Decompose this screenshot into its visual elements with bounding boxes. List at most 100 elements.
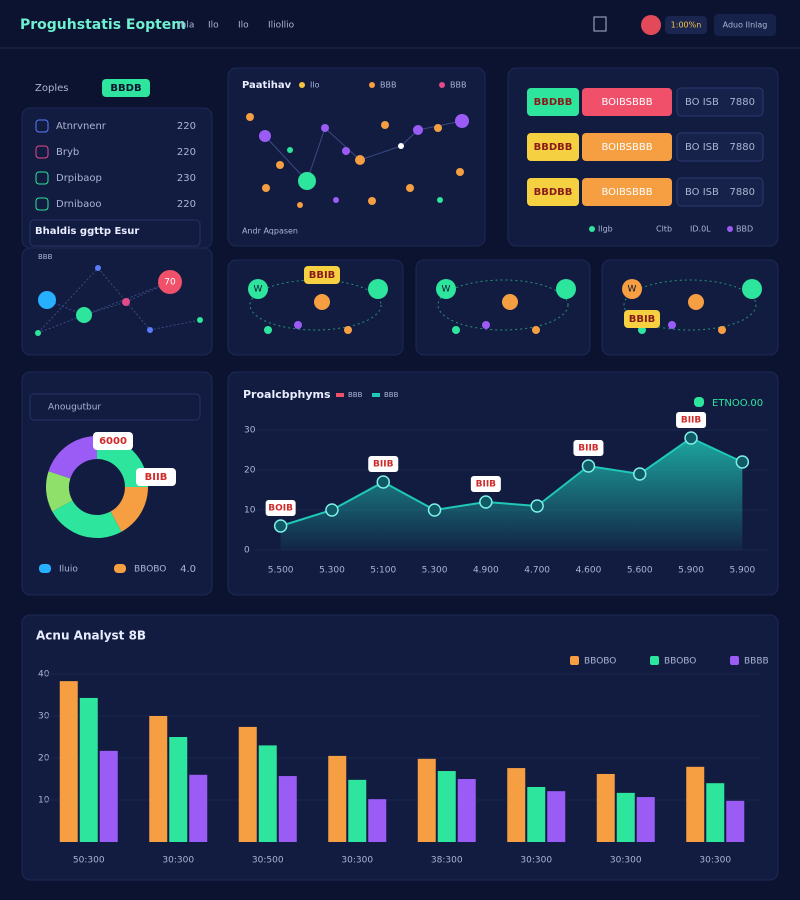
donut-slice [46,471,73,512]
summary-swatch [694,397,704,407]
x-tick-label: 5.300 [319,566,345,576]
y-tick-label: 10 [244,506,256,516]
value-text: 7880 [730,97,755,108]
node [333,197,339,203]
avatar[interactable] [641,15,661,35]
app-title: Proguhstatis Eoptem [20,17,186,33]
callout-text: BIIB [578,444,599,454]
bar [258,745,277,842]
bar [99,750,118,842]
donut-slice [48,436,97,479]
x-tick-label: 5.500 [268,566,294,576]
amount-badge [582,88,672,116]
node [38,291,56,309]
bar [59,681,78,842]
node [381,121,389,129]
bar [348,779,367,842]
x-tick-label: 5.300 [422,566,448,576]
legend-text: BBOBO [134,565,166,575]
action-button[interactable] [102,79,150,97]
x-tick-label: 30:500 [252,856,284,866]
orbit [249,279,382,331]
item-name: Bryb [56,147,79,158]
donut-header [29,393,201,421]
bar [636,797,655,842]
point [273,519,288,533]
legend-text: ID.0L [690,225,711,234]
y-tick-label: 40 [38,670,50,680]
node [456,168,464,176]
search-label: Bhaldis ggttp Esur [35,226,139,237]
bar [726,800,745,842]
legend-text: BBOBO [664,657,696,667]
callout-text: BIIB [373,460,394,470]
x-tick-label: 5.900 [729,566,755,576]
callout [676,412,707,428]
edge [306,127,326,182]
legend-dot [589,226,595,232]
donut-title: Anougutbur [48,403,101,413]
search-hint: BBB [38,253,53,261]
code-text: BO ISB [685,97,719,108]
tag-badge [527,133,579,161]
edge [359,145,402,161]
item-name: Atnrvnenr [56,121,107,132]
node [688,294,704,310]
callout [368,456,399,472]
point [581,459,596,473]
node-label: 70 [164,278,176,288]
y-tick-label: 30 [244,426,256,436]
node [35,330,41,336]
action-button-text: BBDB [110,83,141,94]
orbit [437,279,569,331]
value-text: 7880 [730,142,755,153]
legend-text: BBD [736,225,753,234]
header-button[interactable] [714,14,776,36]
code-box [676,87,764,117]
legend-text: BBB [348,391,363,399]
search-box[interactable] [29,219,201,247]
amount-text: BOIBSBBB [601,97,652,108]
node [406,184,414,192]
edge [324,127,361,161]
x-tick-label: 5.900 [678,566,704,576]
x-tick-label: 30:300 [341,856,373,866]
y-tick-label: 20 [38,754,50,764]
node-label: W [442,285,451,295]
legend-text: Iluio [59,565,78,575]
item-name: Drnibaoo [56,199,101,210]
point [376,475,390,489]
node-label: W [254,285,263,295]
icon[interactable] [593,16,607,32]
node [437,197,443,203]
badge-text: BBIB [629,314,656,325]
edge [37,281,171,334]
node [342,147,350,155]
legend-text: Cltb [656,225,672,234]
x-tick-label: 30:300 [162,856,194,866]
bar [437,771,456,842]
callout [93,432,133,450]
legend-text: BBOBO [584,657,616,667]
node [455,114,469,128]
node [122,298,130,306]
legend-text: BBB [450,81,466,90]
legend-dot [439,82,445,88]
callout-text: BIIB [476,480,497,490]
legend-text: BBB [380,81,396,90]
node [276,161,284,169]
amount-text: BOIBSBBB [601,142,652,153]
node [502,294,518,310]
legend-swatch [114,564,126,573]
legend-text: Ilo [310,81,320,90]
legend-text: BBBB [744,657,769,667]
nav-tab: Ilo [208,21,219,31]
item-value: 220 [177,199,196,210]
nav-tab: Inla [178,21,194,31]
node [147,327,153,333]
node [287,147,293,153]
node [413,125,423,135]
node [262,184,270,192]
